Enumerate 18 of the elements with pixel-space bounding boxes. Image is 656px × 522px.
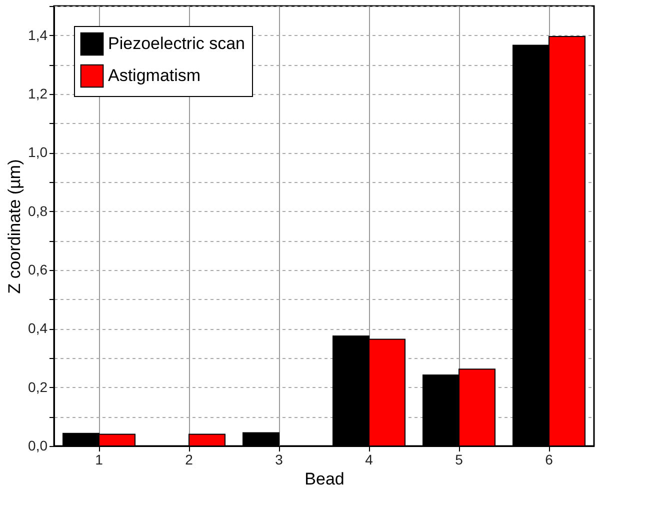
y-tick-label: 0,0	[28, 438, 48, 454]
y-tick-label: 1,2	[28, 86, 48, 102]
x-axis-title: Bead	[304, 470, 344, 488]
y-tick-label: 0,2	[28, 378, 48, 395]
x-tick-label: 4	[365, 452, 374, 468]
legend-label: Astigmatism	[108, 66, 201, 85]
y-axis-title: Z coordinate (µm)	[5, 159, 24, 294]
x-tick-label: 2	[185, 452, 194, 468]
x-tick-label: 6	[545, 452, 554, 468]
y-tick-label: 0,8	[28, 202, 48, 219]
y-tick-label: 0,4	[28, 320, 48, 336]
x-tick-label: 3	[275, 452, 284, 468]
x-tick-label: 1	[95, 452, 104, 468]
y-tick-label: 1,0	[28, 144, 48, 160]
legend-label: Piezoelectric scan	[108, 34, 246, 53]
y-tick-label: 1,4	[28, 26, 48, 43]
x-tick-label: 5	[455, 452, 464, 468]
y-tick-label: 0,6	[28, 262, 48, 278]
